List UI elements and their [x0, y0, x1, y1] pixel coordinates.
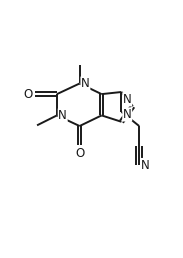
Text: N: N: [123, 108, 132, 121]
Text: O: O: [75, 147, 84, 160]
Text: N: N: [141, 158, 149, 172]
Text: O: O: [24, 88, 33, 101]
Text: N: N: [58, 109, 67, 122]
Text: N: N: [81, 77, 90, 90]
Text: N: N: [123, 93, 132, 106]
